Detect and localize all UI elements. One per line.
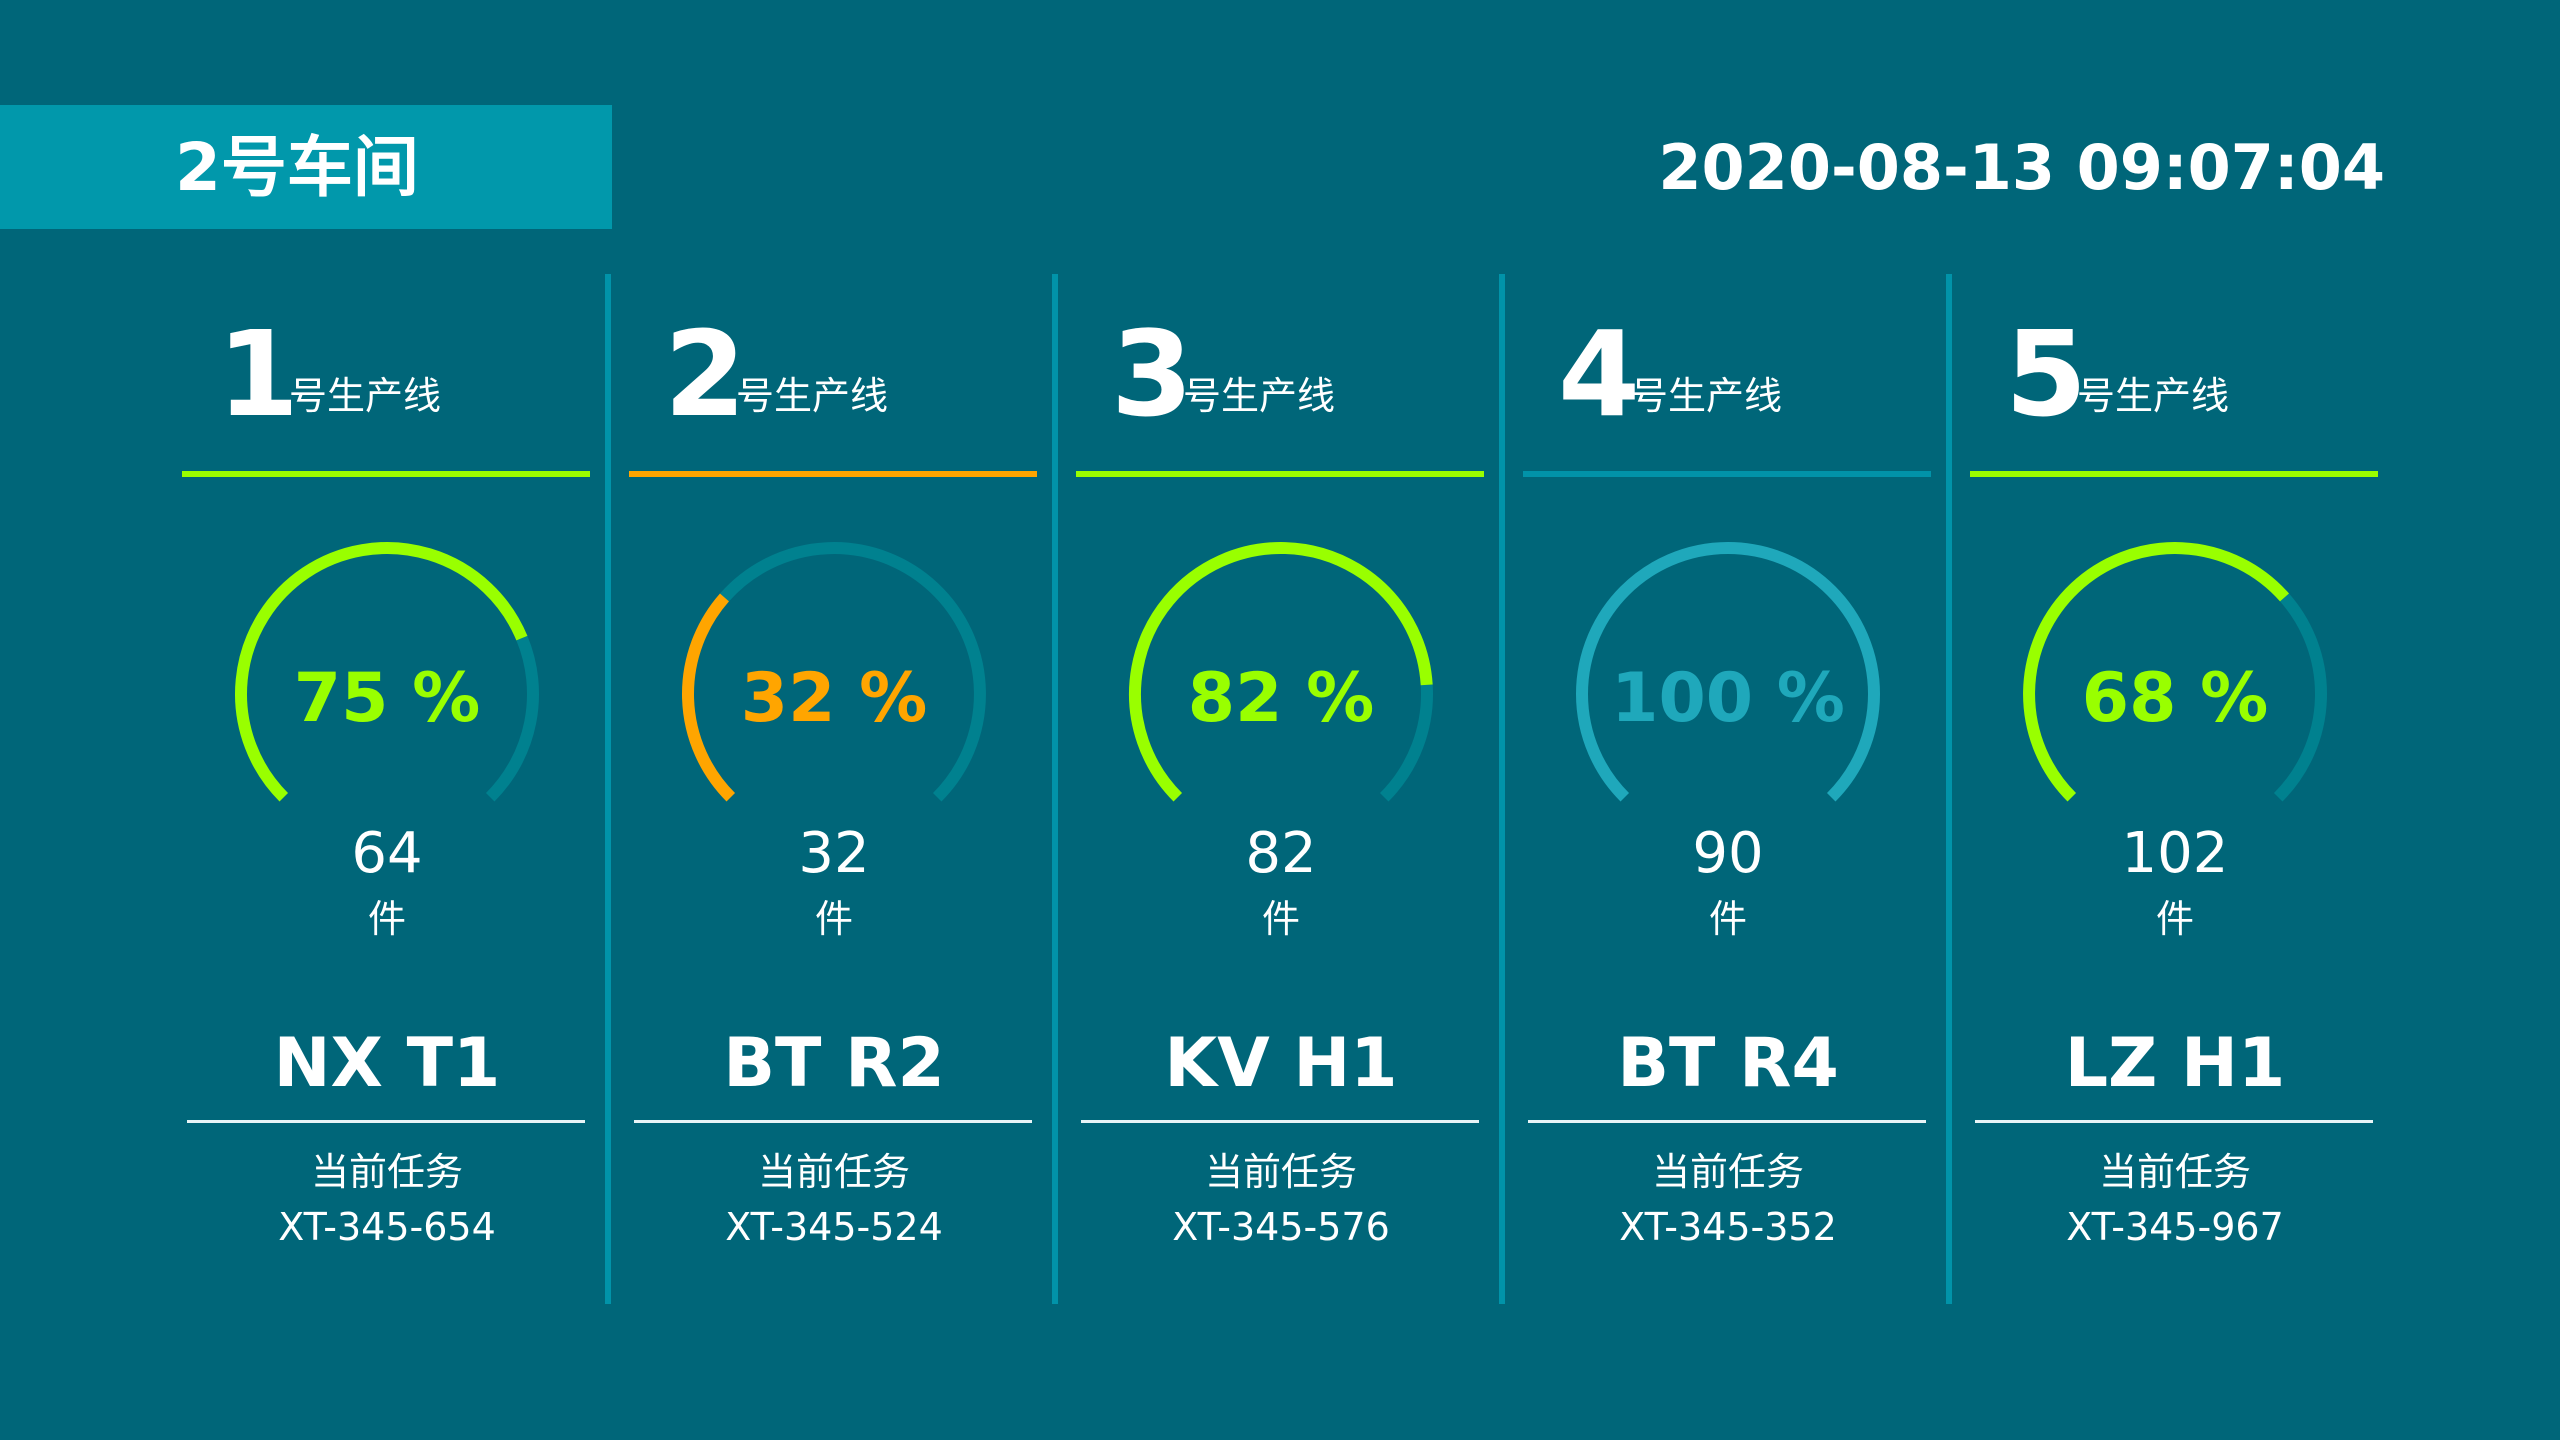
current-task-code: XT-345-352: [1619, 1205, 1837, 1249]
line-number: 2: [664, 305, 747, 443]
task-divider: [1975, 1120, 2373, 1123]
task-divider: [187, 1120, 585, 1123]
line-number: 5: [2005, 305, 2088, 443]
current-task-code: XT-345-967: [2066, 1205, 2284, 1249]
gauge-track: [2273, 593, 2327, 802]
gauge-fill: [1576, 542, 1880, 802]
production-line-panel: 4 号生产线 100 % 90 件 BT R4 当前任务 XT-345-352: [1523, 274, 1933, 1304]
gauge-svg: [235, 542, 540, 802]
panel-divider: [605, 274, 611, 1304]
panel-divider: [1499, 274, 1505, 1304]
task-divider: [1528, 1120, 1926, 1123]
panel-divider: [1052, 274, 1058, 1304]
line-label: 号生产线: [289, 374, 442, 418]
panel-divider: [1946, 274, 1952, 1304]
progress-gauge: 75 %: [227, 534, 547, 854]
output-unit: 件: [1708, 897, 1747, 941]
current-task-label: 当前任务: [1204, 1150, 1357, 1194]
line-underline: [1523, 471, 1931, 477]
progress-gauge: 82 %: [1121, 534, 1441, 854]
product-name: NX T1: [273, 1024, 501, 1103]
workshop-title: 2号车间: [175, 129, 419, 206]
task-divider: [1081, 1120, 1479, 1123]
current-task-code: XT-345-576: [1172, 1205, 1390, 1249]
gauge-svg: [1576, 542, 1880, 802]
production-line-panel: 2 号生产线 32 % 32 件 BT R2 当前任务 XT-345-524: [629, 274, 1039, 1304]
line-underline: [182, 471, 590, 477]
production-line-panel: 5 号生产线 68 % 102 件 LZ H1 当前任务 XT-345-967: [1970, 274, 2380, 1304]
gauge-fill: [2023, 542, 2290, 802]
line-number: 4: [1558, 305, 1641, 443]
gauge-percent: 82 %: [1187, 659, 1375, 738]
current-task-label: 当前任务: [2098, 1150, 2251, 1194]
output-unit: 件: [1261, 897, 1300, 941]
product-name: BT R4: [1617, 1024, 1839, 1103]
line-header: 3 号生产线: [1076, 305, 1486, 477]
progress-gauge: 100 %: [1568, 534, 1888, 854]
progress-gauge: 32 %: [674, 534, 994, 854]
gauge-fill: [235, 542, 528, 802]
line-header: 5 号生产线: [1970, 305, 2380, 477]
gauge-track: [485, 635, 540, 802]
progress-gauge: 68 %: [2015, 534, 2335, 854]
output-count: 82: [1245, 821, 1317, 886]
line-underline: [629, 471, 1037, 477]
line-number: 1: [217, 305, 300, 443]
current-task-label: 当前任务: [310, 1150, 463, 1194]
line-header: 1 号生产线: [182, 305, 592, 477]
gauge-svg: [682, 542, 986, 802]
current-task-label: 当前任务: [757, 1150, 910, 1194]
current-task-code: XT-345-654: [278, 1205, 496, 1249]
line-header: 4 号生产线: [1523, 305, 1933, 477]
output-unit: 件: [814, 897, 853, 941]
product-name: LZ H1: [2064, 1024, 2286, 1103]
current-task-label: 当前任务: [1651, 1150, 1804, 1194]
gauge-percent: 75 %: [293, 659, 481, 738]
line-label: 号生产线: [1183, 374, 1336, 418]
output-unit: 件: [2155, 897, 2194, 941]
output-count: 90: [1692, 821, 1764, 886]
gauge-percent: 68 %: [2081, 659, 2269, 738]
gauge-svg: [1129, 542, 1433, 802]
line-header: 2 号生产线: [629, 305, 1039, 477]
line-label: 号生产线: [2077, 374, 2230, 418]
output-count: 32: [798, 821, 870, 886]
line-label: 号生产线: [1630, 374, 1783, 418]
line-underline: [1076, 471, 1484, 477]
line-label: 号生产线: [736, 374, 889, 418]
gauge-percent: 100 %: [1611, 659, 1845, 738]
gauge-fill: [1129, 542, 1433, 802]
gauge-track: [719, 542, 986, 802]
gauge-svg: [2023, 542, 2327, 802]
line-underline: [1970, 471, 2378, 477]
workshop-banner: [0, 105, 612, 229]
gauge-track: [1379, 684, 1433, 802]
output-count: 64: [351, 821, 423, 886]
gauge-percent: 32 %: [740, 659, 928, 738]
task-divider: [634, 1120, 1032, 1123]
product-name: BT R2: [723, 1024, 945, 1103]
output-count: 102: [2121, 821, 2229, 886]
production-line-panel: 3 号生产线 82 % 82 件 KV H1 当前任务 XT-345-576: [1076, 274, 1486, 1304]
output-unit: 件: [367, 897, 406, 941]
production-line-panel: 1 号生产线 75 % 64 件 NX T1 当前任务 XT-345-654: [182, 274, 592, 1304]
current-task-code: XT-345-524: [725, 1205, 943, 1249]
line-number: 3: [1111, 305, 1194, 443]
product-name: KV H1: [1164, 1024, 1398, 1103]
current-datetime: 2020-08-13 09:07:04: [1658, 131, 2385, 204]
gauge-fill: [682, 593, 736, 802]
